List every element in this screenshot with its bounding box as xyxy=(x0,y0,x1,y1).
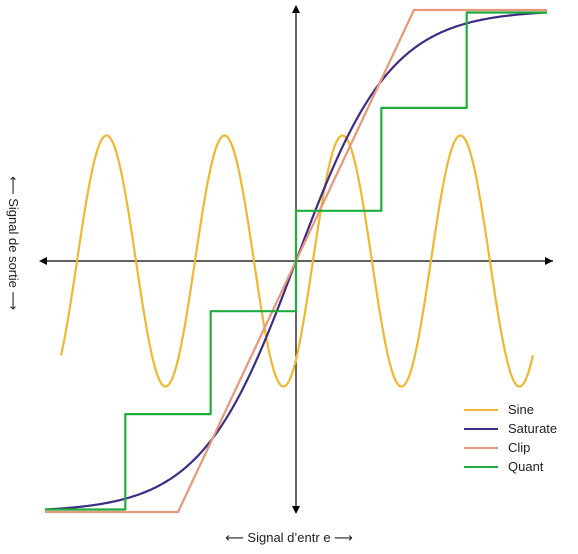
legend-label: Saturate xyxy=(508,421,558,436)
legend-swatch xyxy=(464,446,498,449)
legend-swatch xyxy=(464,465,498,468)
legend: Sine Saturate Clip Quant xyxy=(464,400,557,476)
series-sine xyxy=(59,134,535,388)
x-axis-arrow-left xyxy=(39,257,47,265)
y-axis-arrow-up xyxy=(292,5,300,13)
legend-item-saturate: Saturate xyxy=(464,419,557,438)
legend-label: Sine xyxy=(508,402,535,417)
legend-label: Quant xyxy=(508,459,544,474)
legend-item-sine: Sine xyxy=(464,400,557,419)
legend-swatch xyxy=(464,408,498,411)
y-axis-arrow-down xyxy=(292,506,300,514)
series-quant xyxy=(45,11,547,511)
x-axis-arrow-right xyxy=(545,257,553,265)
legend-label: Clip xyxy=(508,440,531,455)
legend-item-clip: Clip xyxy=(464,438,557,457)
legend-swatch xyxy=(464,427,498,430)
legend-item-quant: Quant xyxy=(464,457,557,476)
y-axis-label-wrap: ⟵ Signal de sortie ⟶ xyxy=(6,176,23,346)
x-axis-label: ⟵ Signal d’entr e ⟶ xyxy=(225,530,353,545)
series-layer xyxy=(44,8,548,514)
y-axis-label: ⟵ Signal de sortie ⟶ xyxy=(6,176,21,311)
